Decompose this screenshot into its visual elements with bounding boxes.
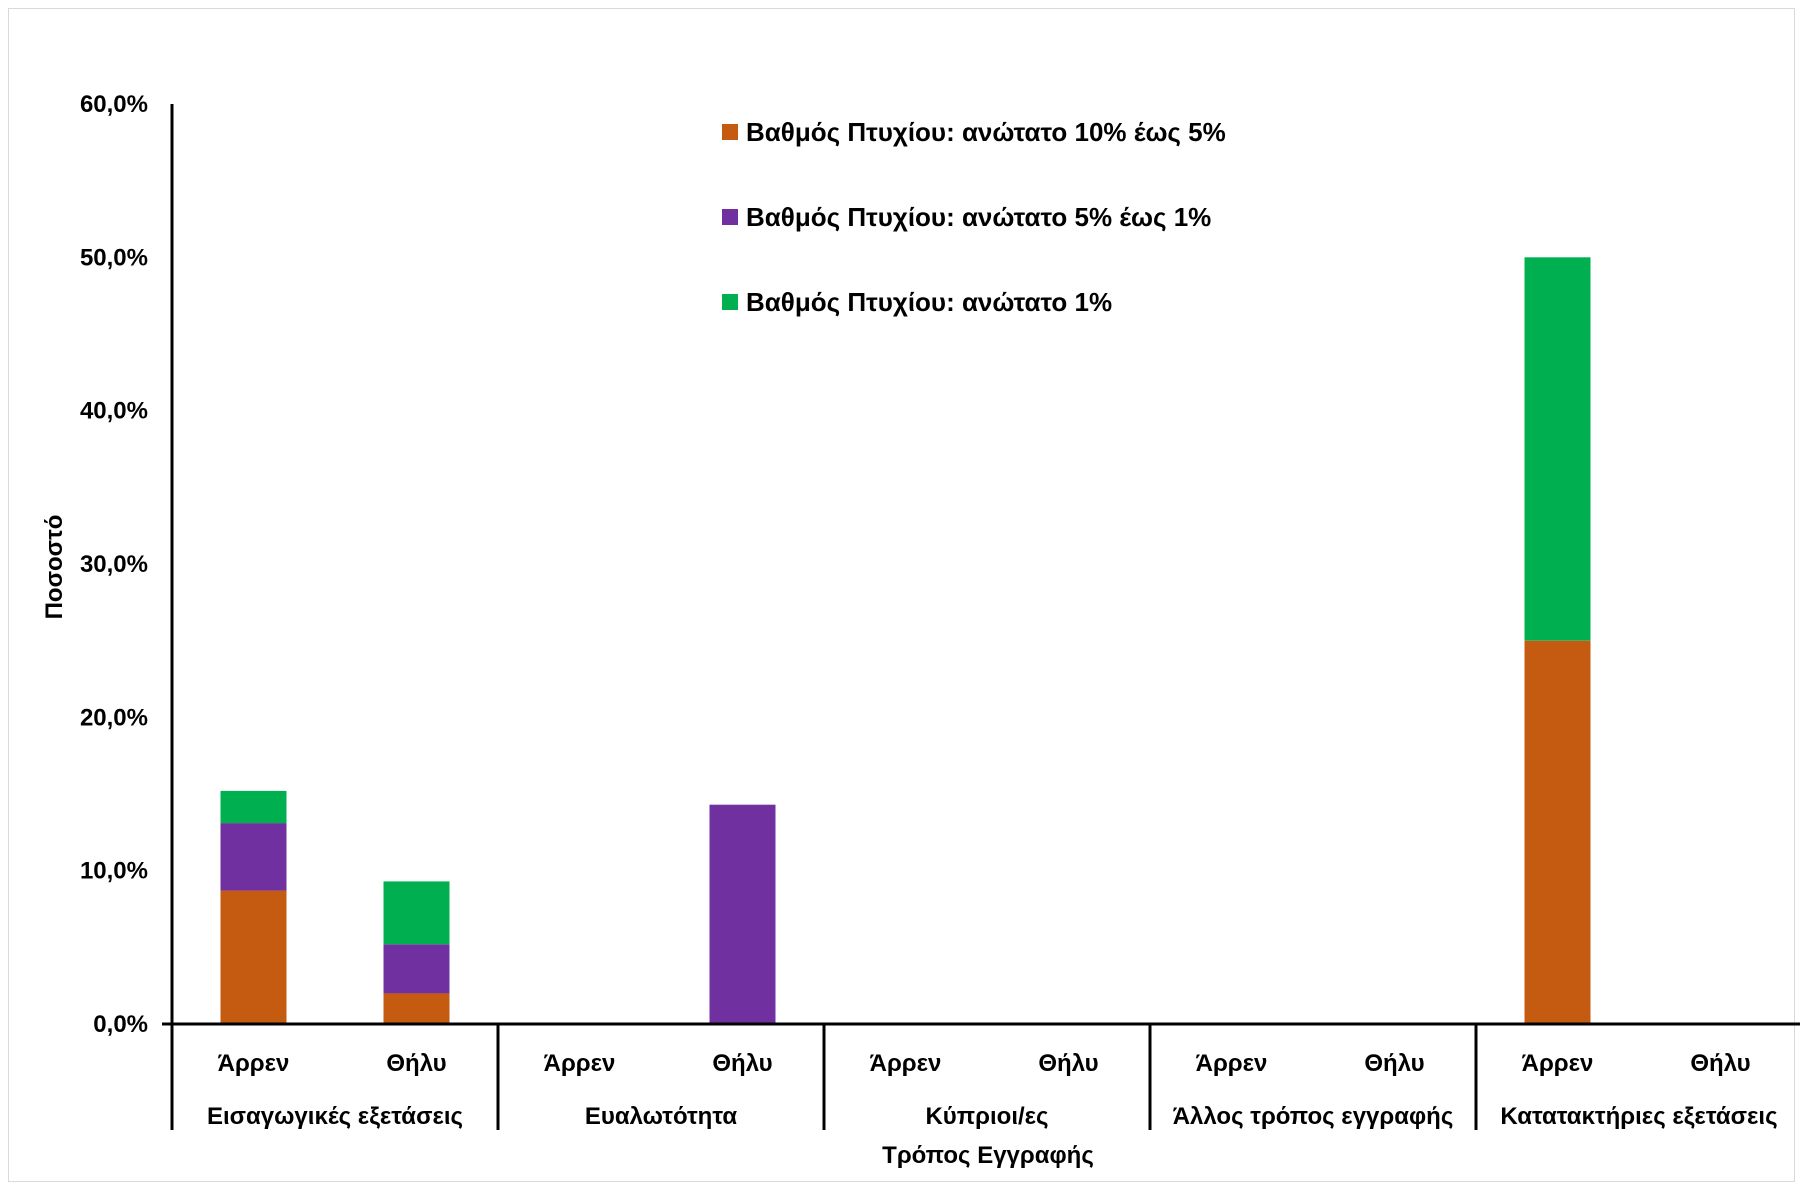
y-tick-label: 60,0% [80,91,148,118]
legend-entry: Βαθμός Πτυχίου: ανώτατο 1% [746,287,1112,317]
x-tick-label: Θήλυ [712,1050,772,1077]
chart-frame [8,8,1795,1182]
bars-layer [220,257,1591,1024]
x-group-label: Κύπριοι/ες [925,1103,1048,1130]
legend: Βαθμός Πτυχίου: ανώτατο 10% έως 5% Βαθμός… [722,117,1226,317]
y-axis-title: Ποσοστό [41,515,68,620]
y-tick-labels: 0,0% 10,0% 20,0% 30,0% 40,0% 50,0% 60,0% [80,91,148,1038]
bar-segment-series-1-cat-1 [220,890,287,1024]
legend-swatch [722,209,738,225]
bar-segment-series-2-cat-2 [383,944,450,994]
y-tick-label: 40,0% [80,398,148,425]
legend-swatch [722,294,738,310]
x-tick-label: Θήλυ [1690,1050,1750,1077]
bar-segment-series-2-cat-4 [709,804,776,1024]
x-tick-label: Θήλυ [386,1050,446,1077]
y-tick-label: 30,0% [80,551,148,578]
legend-swatch [722,124,738,140]
bar-segment-series-1-cat-9 [1524,640,1591,1024]
x-tick-label: Άρρεν [218,1050,290,1077]
x-tick-label: Άρρεν [1196,1050,1268,1077]
legend-entry: Βαθμός Πτυχίου: ανώτατο 5% έως 1% [746,202,1211,232]
legend-entry: Βαθμός Πτυχίου: ανώτατο 10% έως 5% [746,117,1226,147]
bar-segment-series-2-cat-1 [220,823,287,891]
x-tick-label: Άρρεν [1522,1050,1594,1077]
x-group-label: Κατατακτήριες εξετάσεις [1500,1103,1777,1130]
bar-segment-series-3-cat-9 [1524,257,1591,641]
x-category-labels: Άρρεν Θήλυ Εισαγωγικές εξετάσεις Άρρεν Θήλυ Ε… [207,1050,1778,1130]
x-tick-label: Θήλυ [1038,1050,1098,1077]
x-tick-label: Θήλυ [1364,1050,1424,1077]
y-tick-label: 50,0% [80,244,148,271]
x-axis-title: Τρόπος Εγγραφής [882,1142,1094,1169]
y-tick-label: 0,0% [93,1011,148,1038]
x-group-label: Εισαγωγικές εξετάσεις [207,1103,463,1130]
x-tick-label: Άρρεν [870,1050,942,1077]
bar-segment-series-3-cat-1 [220,790,287,824]
axes-layer [162,104,1800,1130]
bar-segment-series-1-cat-2 [383,993,450,1024]
x-group-label: Άλλος τρόπος εγγραφής [1173,1103,1454,1130]
x-group-label: Ευαλωτότητα [585,1103,738,1130]
y-tick-label: 20,0% [80,704,148,731]
y-tick-label: 10,0% [80,858,148,885]
x-tick-label: Άρρεν [544,1050,616,1077]
bar-segment-series-3-cat-2 [383,881,450,945]
